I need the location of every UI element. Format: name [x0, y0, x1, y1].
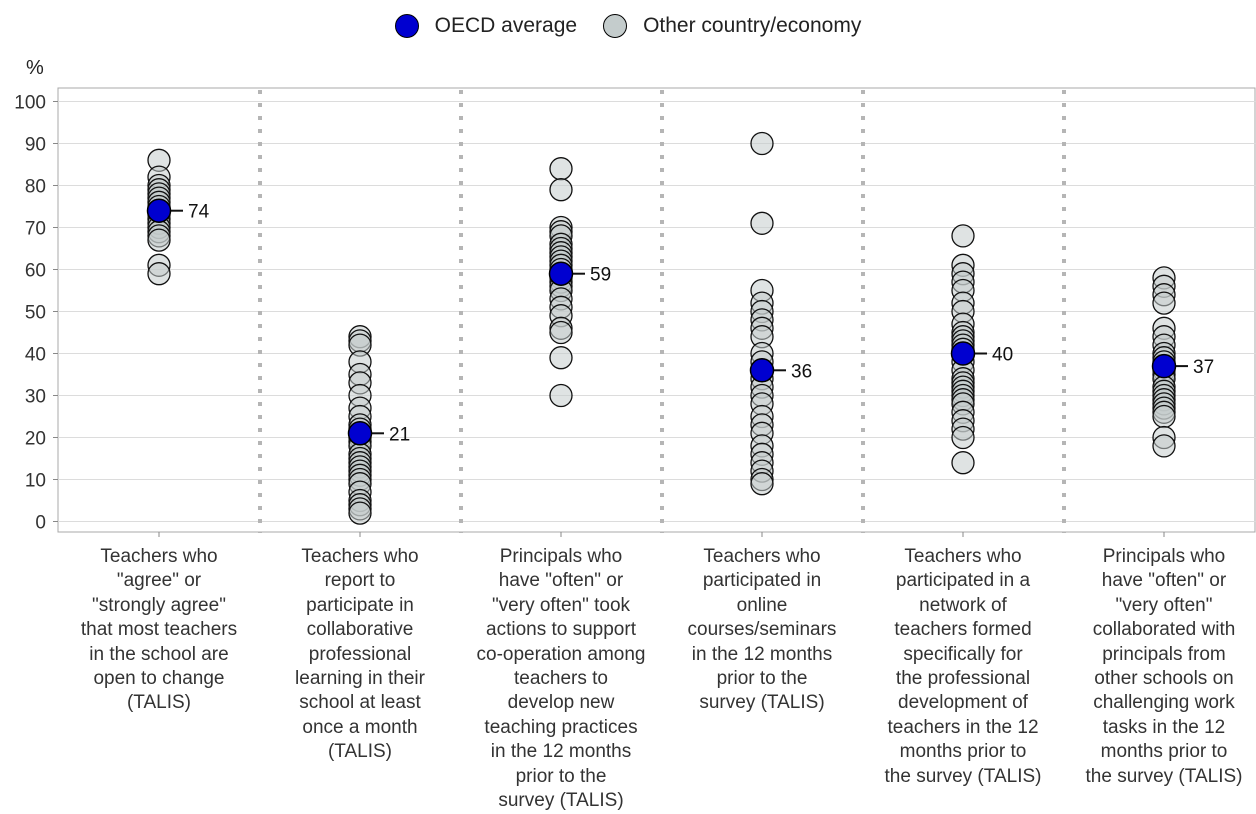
y-tick-label-20: 20	[25, 429, 46, 450]
point-other-4-1	[750, 131, 774, 156]
y-tick-label-90: 90	[25, 135, 46, 156]
point-other-3-21	[549, 320, 573, 345]
oecd-value-label-6: 37	[1193, 357, 1214, 378]
legend-label-oecd-average: OECD average	[434, 14, 578, 37]
x-category-label-4: Teachers who participated in online cour…	[687, 546, 837, 714]
point-other-2-27	[348, 501, 372, 525]
point-other-3-22	[549, 346, 573, 370]
legend-item-other-country: Other country/economy	[603, 14, 861, 38]
point-oecd-2	[347, 421, 373, 446]
legend-swatch-other-country	[603, 14, 628, 38]
y-tick-label-10: 10	[25, 471, 46, 492]
y-tick-label-0: 0	[35, 513, 46, 534]
point-other-6-4	[1152, 291, 1176, 315]
y-tick-label-70: 70	[25, 219, 46, 240]
x-category-label-5: Teachers who participated in a network o…	[884, 546, 1042, 787]
oecd-value-label-3: 59	[590, 265, 611, 286]
x-category-label-6: Principals who have "often" or "very oft…	[1085, 546, 1243, 787]
y-tick-label-50: 50	[25, 303, 46, 324]
point-other-3-23	[549, 383, 573, 408]
point-oecd-4	[749, 358, 775, 383]
x-category-label-2: Teachers who report to participate in co…	[295, 546, 425, 763]
point-oecd-6	[1151, 353, 1177, 379]
point-other-4-24	[750, 472, 774, 496]
point-other-3-2	[549, 178, 573, 202]
legend-item-oecd-average: OECD average	[394, 14, 578, 38]
point-other-5-1	[951, 224, 975, 248]
plot-area	[57, 87, 1256, 533]
point-oecd-3	[548, 261, 574, 286]
oecd-value-label-5: 40	[992, 345, 1013, 366]
legend: OECD average Other country/economy	[0, 14, 1256, 38]
point-oecd-5	[950, 341, 976, 366]
legend-label-other-country: Other country/economy	[643, 14, 862, 37]
oecd-value-label-1: 74	[188, 202, 210, 223]
x-category-label-3: Principals who have "often" or "very oft…	[476, 546, 646, 812]
y-tick-label-100: 100	[14, 93, 46, 114]
point-other-3-1	[549, 157, 573, 181]
oecd-value-label-2: 21	[389, 424, 410, 445]
point-other-1-18	[147, 262, 171, 286]
x-category-label-1: Teachers who "agree" or "strongly agree"…	[80, 546, 238, 714]
y-tick-label-60: 60	[25, 261, 46, 282]
y-tick-label-30: 30	[25, 387, 46, 408]
point-other-6-23	[1152, 434, 1176, 458]
legend-swatch-oecd-average	[394, 14, 419, 38]
y-tick-label-40: 40	[25, 345, 46, 366]
point-other-1-16	[147, 228, 171, 252]
y-tick-label-80: 80	[25, 177, 46, 198]
point-other-6-21	[1152, 404, 1176, 429]
point-oecd-1	[146, 198, 172, 223]
y-axis-unit-label: %	[26, 57, 44, 79]
point-other-4-2	[750, 211, 774, 235]
point-other-5-26	[951, 425, 975, 450]
point-other-5-27	[951, 451, 975, 475]
oecd-value-label-4: 36	[791, 361, 812, 382]
